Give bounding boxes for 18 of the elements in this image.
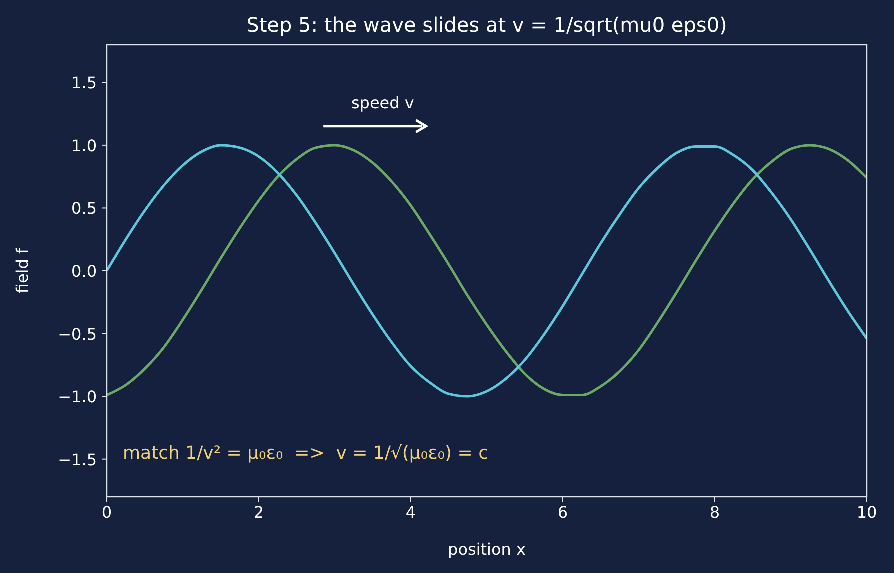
y-tick-label: −1.0 — [58, 388, 97, 407]
y-tick-label: 0.5 — [72, 199, 97, 218]
x-tick-label: 10 — [856, 503, 878, 522]
x-tick-label: 4 — [406, 503, 416, 522]
y-tick-label: 1.0 — [72, 136, 97, 156]
y-axis-title: field f — [13, 248, 32, 294]
x-tick-label: 8 — [710, 503, 720, 522]
y-tick-label: −0.5 — [58, 324, 97, 344]
annotation: speed v — [351, 93, 414, 112]
x-axis-title: position x — [448, 540, 526, 559]
x-tick-label: 2 — [254, 503, 264, 522]
x-tick-label: 6 — [558, 503, 568, 522]
y-tick-label: 0.0 — [72, 262, 97, 281]
x-tick-label: 0 — [102, 503, 112, 522]
y-tick-label: 1.5 — [72, 74, 97, 93]
chart-title: Step 5: the wave slides at v = 1/sqrt(mu0 eps0) — [246, 13, 728, 37]
y-tick-label: −1.5 — [58, 450, 97, 470]
annotation: match 1/v² = μ₀ε₀ => v = 1/√(μ₀ε₀) = c — [123, 443, 488, 464]
